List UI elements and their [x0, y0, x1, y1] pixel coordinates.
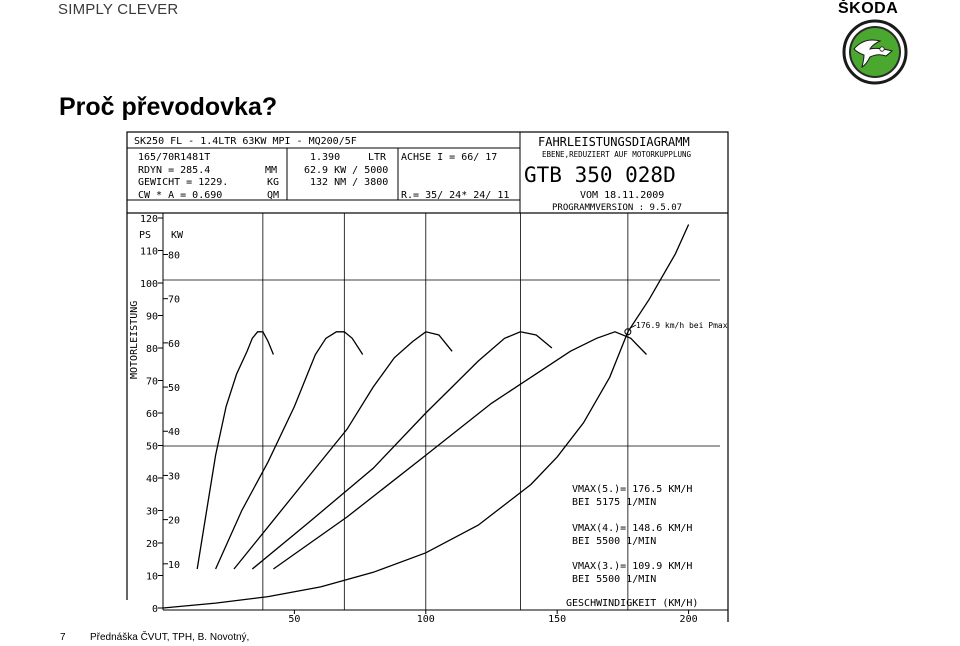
ps-tick-label: 30 [146, 507, 158, 518]
rdyn-unit: MM [265, 165, 277, 176]
page-number: 7 [60, 632, 66, 643]
rdyn-value: RDYN = 285.4 [138, 165, 210, 176]
x-tick-label: 150 [548, 614, 566, 625]
displacement-value: 1.390 [310, 152, 340, 163]
diagram-date: VOM 18.11.2009 [580, 190, 664, 201]
kw-tick-label: 20 [168, 516, 180, 527]
gear-power-curve-1 [196, 331, 275, 570]
ps-tick-label: 110 [140, 247, 158, 258]
program-version: PROGRAMMVERSION : 9.5.07 [552, 203, 682, 213]
x-tick-label: 100 [417, 614, 435, 625]
axle-ratio: ACHSE I = 66/ 17 [401, 152, 497, 163]
kw-tick-label: 70 [168, 295, 180, 306]
kw-tick-label: 40 [168, 427, 180, 438]
chart-header-frame [126, 131, 729, 214]
ps-tick-label: 10 [146, 572, 158, 583]
ps-unit-label: PS [139, 230, 151, 241]
gear-power-curve-3 [233, 331, 453, 570]
gear-power-curve-5 [273, 331, 647, 570]
slide-title: Proč převodovka? [59, 93, 278, 121]
pmax-annotation: 176.9 km/h bei Pmax [636, 321, 728, 330]
vmax-4-rpm: BEI 5500 1/MIN [572, 536, 656, 547]
kw-tick-label: 30 [168, 471, 180, 482]
ps-tick-label: 90 [146, 312, 158, 323]
x-tick-label: 50 [288, 614, 300, 625]
tyre-spec: 165/70R1481T [138, 152, 210, 163]
mass-value: GEWICHT = 1229. [138, 177, 228, 188]
chart-title: FAHRLEISTUNGSDIAGRAMM [538, 135, 690, 149]
skoda-winged-arrow-icon [842, 19, 908, 85]
cwa-value: CW * A = 0.690 [138, 190, 222, 201]
gear-power-curve-4 [251, 331, 553, 570]
gear-ratio: R.= 35/ 24* 24/ 11 [401, 190, 509, 201]
vmax-5-rpm: BEI 5175 1/MIN [572, 497, 656, 508]
kw-tick-label: 50 [168, 383, 180, 394]
ps-tick-label: 40 [146, 474, 158, 485]
diagram-id: GTB 350 028D [524, 163, 676, 187]
pmax-leader-line [630, 324, 637, 329]
ps-tick-label: 20 [146, 539, 158, 550]
kw-tick-label: 60 [168, 339, 180, 350]
vmax-3-rpm: BEI 5500 1/MIN [572, 574, 656, 585]
displacement-unit: LTR [368, 152, 387, 163]
kw-tick-label: 80 [168, 250, 180, 261]
ps-tick-label: 120 [140, 214, 158, 225]
ps-tick-label: 80 [146, 344, 158, 355]
brand-name: ŠKODA [838, 0, 899, 17]
resistance-curve [162, 224, 690, 609]
power-value: 62.9 KW / 5000 [304, 165, 388, 176]
mass-unit: KG [267, 177, 279, 188]
footer-text: Přednáška ČVUT, TPH, B. Novotný, [90, 632, 250, 643]
x-axis-label: GESCHWINDIGKEIT (KM/H) [566, 598, 698, 609]
cwa-unit: QM [267, 190, 279, 201]
chart-subtitle: EBENE,REDUZIERT AUF MOTORKUPPLUNG [542, 150, 691, 159]
x-tick-label: 200 [680, 614, 698, 625]
vmax-4-label: VMAX(4.)= 148.6 KM/H [572, 523, 692, 534]
vehicle-spec: SK250 FL - 1.4LTR 63KW MPI - MQ200/5F [134, 136, 357, 147]
kw-tick-label: 10 [168, 560, 180, 571]
ps-tick-label: 100 [140, 279, 158, 290]
ps-tick-label: 50 [146, 442, 158, 453]
brand-tagline: SIMPLY CLEVER [58, 1, 179, 18]
ps-tick-label: 0 [152, 604, 158, 615]
kw-unit-label: KW [171, 230, 184, 241]
ps-tick-label: 70 [146, 377, 158, 388]
torque-value: 132 NM / 3800 [310, 177, 388, 188]
pmax-marker [624, 328, 632, 336]
y-axis-label: MOTORLEISTUNG [129, 301, 140, 379]
ps-tick-label: 60 [146, 409, 158, 420]
gear-power-curve-2 [215, 331, 364, 570]
vmax-5-label: VMAX(5.)= 176.5 KM/H [572, 484, 692, 495]
vmax-3-label: VMAX(3.)= 109.9 KM/H [572, 561, 692, 572]
